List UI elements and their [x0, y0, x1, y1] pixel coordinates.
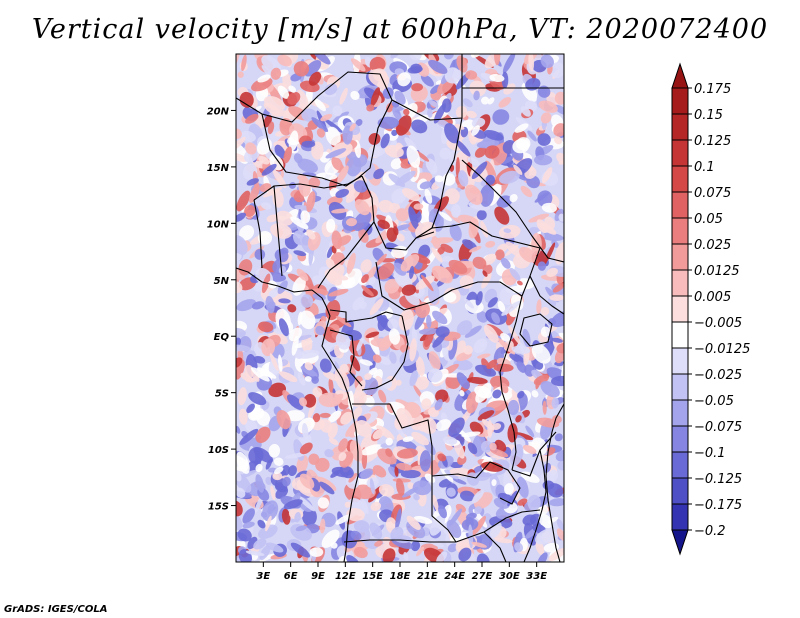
border-nigeria-cameroon — [317, 175, 375, 289]
colorbar-swatch — [671, 217, 689, 245]
lon-tick-label: 30E — [499, 571, 520, 582]
border-chad-car — [373, 221, 435, 251]
country-borders — [236, 54, 564, 562]
colorbar-label: −0.175 — [694, 498, 742, 513]
border-angola-zambia — [431, 476, 457, 543]
lon-tick-label: 15E — [362, 571, 383, 582]
colorbar-top-arrow — [671, 62, 689, 89]
colorbar-label: −0.2 — [694, 524, 726, 539]
lon-tick-label: 9E — [311, 571, 325, 582]
colorbar-label: −0.005 — [694, 316, 742, 331]
colorbar-label: 0.125 — [694, 134, 731, 149]
lon-tick-label: 12E — [335, 571, 356, 582]
colorbar-label: −0.0125 — [694, 342, 750, 357]
coastline-east — [545, 403, 564, 562]
colorbar-label: 0.005 — [694, 290, 731, 305]
lat-tick-label: EQ — [214, 332, 230, 343]
colorbar-swatch — [671, 347, 689, 375]
colorbar-swatch — [671, 503, 689, 531]
colorbar-swatch — [671, 373, 689, 401]
lat-tick-label: 5N — [214, 276, 230, 287]
border-mozambique — [523, 509, 543, 562]
colorbar-swatch — [671, 425, 689, 453]
colorbar-label: 0.075 — [694, 186, 731, 201]
border-zambia-south — [455, 509, 541, 562]
colorbar-swatch — [671, 269, 689, 297]
colorbar-label: 0.175 — [694, 82, 731, 97]
coastline-west — [236, 267, 359, 562]
colorbar-swatch — [671, 139, 689, 167]
colorbar-swatch — [671, 113, 689, 141]
colorbar-label: 0.025 — [694, 238, 731, 253]
border-benin-togo — [253, 185, 283, 277]
colorbar-swatch — [671, 451, 689, 479]
latitude-axis: 20N 15N 10N 5N EQ 5S 10S 15S — [207, 106, 236, 513]
border-car-south — [375, 261, 523, 311]
lake-malawi — [539, 449, 547, 511]
border-chad-sudan — [415, 117, 463, 239]
border-sudan-southsudan — [431, 221, 541, 249]
colorbar-label: −0.05 — [694, 394, 734, 409]
longitude-axis: 3E 6E 9E 12E 15E 18E 21E 24E 27E 30E 33E — [256, 562, 547, 582]
border-sudan-ethiopia — [461, 159, 501, 197]
colorbar-label: −0.075 — [694, 420, 742, 435]
lat-tick-label: 20N — [207, 106, 230, 117]
border-namibia — [343, 539, 456, 543]
colorbar-label: 0.05 — [694, 212, 723, 227]
lake-victoria — [519, 313, 553, 347]
lon-tick-label: 24E — [444, 571, 465, 582]
border-mali-niger — [261, 113, 359, 187]
border-drc-east — [499, 295, 523, 393]
border-drc-zambia — [475, 461, 521, 505]
colorbar-label: −0.1 — [694, 446, 726, 461]
border-cameroon-congo — [329, 309, 403, 323]
colorbar-swatch — [671, 165, 689, 193]
lon-tick-label: 3E — [256, 571, 270, 582]
colorbar-swatch — [671, 191, 689, 219]
lon-tick-label: 18E — [390, 571, 411, 582]
lat-tick-label: 10N — [207, 219, 230, 230]
colorbar-label: −0.025 — [694, 368, 742, 383]
lat-tick-label: 15S — [208, 502, 229, 513]
colorbar-label: −0.125 — [694, 472, 742, 487]
colorbar-swatch — [671, 243, 689, 271]
lon-tick-label: 33E — [526, 571, 547, 582]
border-tanzania — [511, 431, 557, 477]
vertical-velocity-field — [236, 54, 564, 562]
border-gabon-congo — [329, 329, 363, 387]
lat-tick-label: 10S — [208, 445, 229, 456]
border-congo-drc — [361, 315, 409, 391]
lon-tick-label: 21E — [417, 571, 438, 582]
lat-tick-label: 15N — [207, 163, 230, 174]
border-libya-chad — [391, 54, 463, 121]
border-niger-chad — [357, 99, 393, 179]
colorbar-swatch — [671, 477, 689, 505]
lat-tick-label: 5S — [215, 389, 229, 400]
colorbar-label: 0.1 — [694, 160, 715, 175]
colorbar-label: 0.0125 — [694, 264, 740, 279]
colorbar-swatch — [671, 399, 689, 427]
chart-title: Vertical velocity [m/s] at 600hPa, VT: 2… — [31, 14, 769, 45]
lake-tanganyika — [501, 391, 517, 471]
border-nigeria-north — [253, 175, 363, 201]
colorbar-bottom-arrow — [671, 529, 689, 556]
lon-tick-label: 6E — [284, 571, 298, 582]
colorbar-swatch — [671, 295, 689, 323]
colorbar-swatch — [671, 87, 689, 115]
border-drc-angola — [352, 403, 477, 479]
border-uganda-kenya — [529, 275, 564, 315]
credit-label: GrADS: IGES/COLA — [4, 604, 108, 615]
colorbar-swatch — [671, 321, 689, 349]
lon-tick-label: 27E — [472, 571, 493, 582]
colorbar-label: 0.15 — [694, 108, 723, 123]
colorbar: 0.175 0.15 0.125 0.1 0.075 0.05 0.025 0.0125 0.0… — [671, 62, 750, 556]
